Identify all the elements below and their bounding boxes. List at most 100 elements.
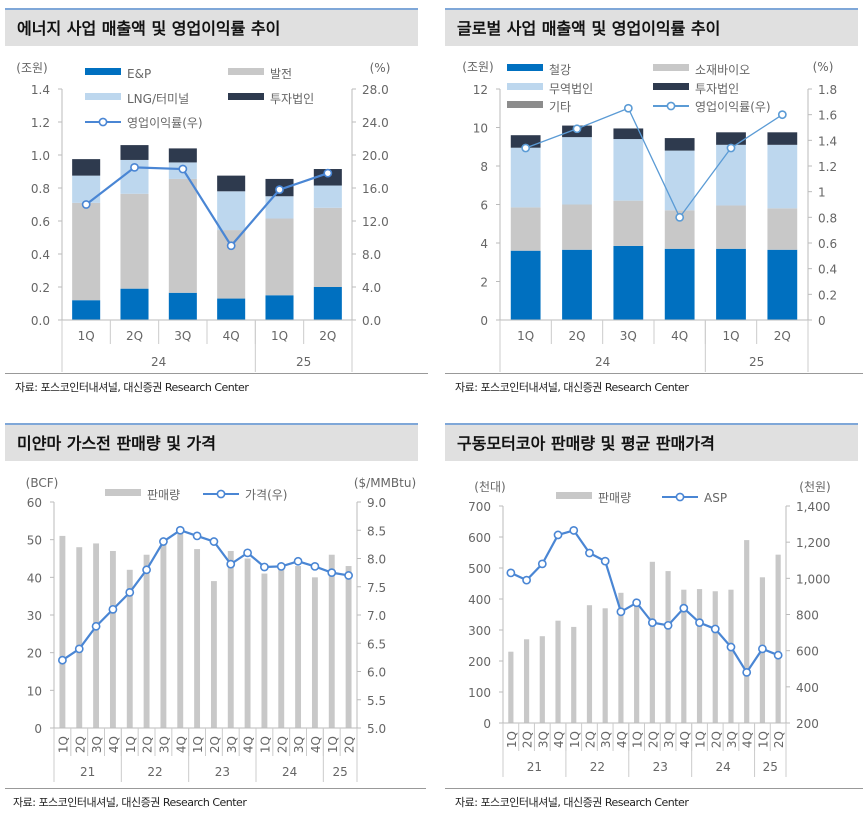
y2-tick-label: 400 (796, 681, 819, 695)
bar-철강 (613, 245, 644, 320)
year-label: 23 (215, 765, 230, 779)
y-tick-label: 40 (27, 571, 42, 585)
bar-판매량 (160, 543, 167, 728)
bar-판매량 (210, 581, 217, 728)
y2-axis-unit: (%) (370, 61, 391, 75)
x-tick-label: 2Q (343, 736, 357, 753)
line-ASP (510, 529, 779, 675)
bar-판매량 (328, 554, 335, 728)
y2-tick-label: 0.6 (818, 237, 837, 251)
y-tick-label: 30 (27, 609, 42, 623)
line-point (125, 588, 135, 597)
y2-tick-label: 7.5 (367, 581, 386, 595)
line-point (773, 650, 783, 660)
bar-판매량 (555, 620, 561, 723)
legend-marker (216, 489, 226, 499)
line-point (293, 556, 303, 566)
legend-marker (666, 101, 676, 111)
bar-판매량 (143, 554, 150, 728)
x-tick-label: 3Q (174, 329, 191, 343)
line-영업이익률(우) (85, 166, 329, 248)
year-label: 22 (147, 765, 162, 779)
bar-E&P (313, 287, 342, 320)
bar-투자법인 (120, 145, 149, 160)
legend-label: 철강 (549, 63, 571, 77)
bar-판매량 (109, 550, 116, 728)
y2-tick-label: 1,400 (796, 500, 830, 514)
x-tick-label: 4Q (671, 329, 688, 343)
y2-tick-label: 5.0 (367, 722, 386, 736)
bar-LNG/터미널 (72, 175, 101, 203)
bar-무역법인 (716, 144, 746, 206)
y-tick-label: 6 (480, 199, 488, 213)
bar-판매량 (712, 591, 718, 723)
legend-swatch (228, 68, 264, 75)
x-tick-label: 2Q (126, 329, 143, 343)
x-tick-label: 4Q (552, 731, 566, 748)
bar-소재바이오 (562, 204, 592, 250)
line-point (108, 604, 118, 614)
line-point (569, 526, 579, 535)
bar-LNG/터미널 (265, 196, 294, 219)
bar-소재바이오 (767, 208, 798, 250)
bar-투자법인 (664, 138, 695, 151)
line-point (142, 565, 151, 575)
x-tick-label: 3Q (157, 736, 171, 753)
line-point (679, 603, 689, 613)
line-point (726, 143, 736, 153)
bar-투자법인 (716, 132, 746, 145)
y2-tick-label: 6.0 (367, 666, 386, 680)
bar-판매량 (523, 639, 530, 723)
y-tick-label: 0 (480, 314, 488, 328)
line-point (695, 618, 704, 628)
line-point (209, 537, 219, 546)
legend-swatch (507, 101, 543, 108)
legend-label: 소재바이오 (695, 63, 750, 77)
year-label: 24 (715, 760, 730, 774)
bar-발전 (313, 207, 342, 287)
x-tick-label: 2Q (583, 731, 597, 748)
year-label: 21 (527, 760, 542, 774)
bar-판매량 (194, 549, 201, 728)
y2-tick-label: 9.0 (367, 496, 386, 510)
line-point (632, 598, 642, 608)
x-tick-label: 3Q (599, 731, 613, 748)
y2-tick-label: 0.4 (818, 263, 837, 277)
year-label: 24 (282, 765, 297, 779)
y-tick-label: 0.2 (31, 281, 50, 295)
legend-label: LNG/터미널 (127, 92, 189, 106)
bar-판매량 (744, 540, 750, 723)
legend-label: 투자법인 (270, 92, 314, 106)
y-tick-label: 500 (468, 562, 491, 576)
line-point (521, 143, 531, 153)
chart-title-energy: 에너지 사업 매출액 및 영업이익률 추이 (5, 8, 418, 46)
y-axis-unit: (조원) (462, 60, 493, 74)
bar-철강 (510, 250, 541, 320)
line-point (91, 621, 101, 631)
y2-tick-label: 8.5 (367, 524, 386, 538)
x-tick-label: 1Q (124, 736, 138, 753)
y2-axis-unit: ($/MMBtu) (354, 476, 416, 490)
bar-투자법인 (613, 128, 644, 140)
y-tick-label: 0.8 (31, 182, 50, 196)
y-tick-label: 400 (468, 593, 491, 607)
line-point (572, 124, 582, 134)
source-note: 자료: 포스코인터내셔널, 대신증권 Research Center (5, 373, 428, 395)
legend-label: 투자법인 (695, 82, 739, 96)
bar-판매량 (775, 554, 781, 723)
bar-판매량 (728, 589, 734, 723)
x-tick-label: 1Q (631, 731, 645, 748)
bar-판매량 (278, 566, 285, 728)
line-point (758, 644, 767, 654)
y2-tick-label: 6.5 (367, 637, 386, 651)
line-point (522, 575, 531, 585)
y2-tick-label: 600 (796, 645, 819, 659)
x-tick-label: 4Q (309, 736, 323, 753)
y2-tick-label: 1.4 (818, 134, 837, 148)
line-point (243, 548, 252, 558)
bar-무역법인 (562, 137, 592, 205)
chart-title-motor-core: 구동모터코아 판매량 및 평균 판매가격 (445, 423, 858, 461)
year-label: 22 (590, 760, 605, 774)
bar-판매량 (261, 573, 268, 728)
